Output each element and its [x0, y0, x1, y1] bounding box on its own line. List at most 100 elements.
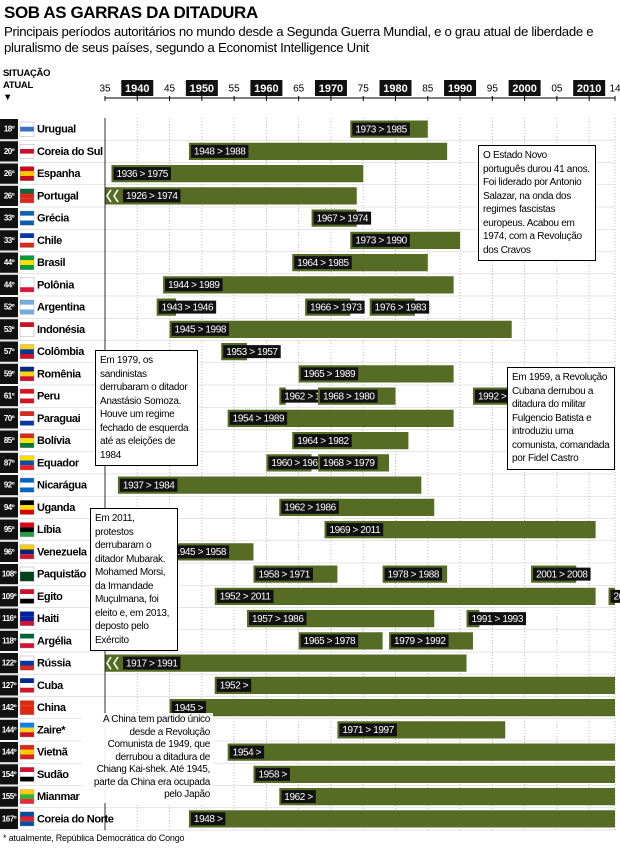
- period-tag-bg: [320, 389, 378, 403]
- country-name: Paquistão: [37, 569, 87, 581]
- flag-stripe: [20, 198, 34, 203]
- rank-label: 53º: [4, 325, 15, 334]
- rank-box: [0, 564, 18, 585]
- flag-stripe: [20, 660, 34, 666]
- period-tag-bg: [268, 456, 326, 470]
- period-tag-bg: [229, 745, 265, 759]
- rank-label: 94º: [4, 503, 15, 512]
- flag-stripe: [20, 277, 34, 283]
- flag-border: [19, 433, 35, 448]
- flag-stripe: [20, 745, 34, 750]
- flag-border: [19, 767, 35, 782]
- period-label: 1962 >: [284, 792, 313, 803]
- flag-stripe: [20, 705, 34, 710]
- period-tag: 1991 > 1993: [468, 612, 527, 626]
- rank-label: 167º: [2, 814, 17, 823]
- period-tag-bg: [190, 812, 226, 826]
- chevron: [106, 189, 112, 203]
- x-tick-label: 85: [422, 84, 434, 95]
- country-name: Portugal: [37, 190, 79, 202]
- flag-stripe: [20, 304, 34, 310]
- flag-border: [19, 210, 35, 226]
- period-tag-bg: [171, 545, 230, 559]
- flag-stripe: [20, 465, 34, 470]
- rank-label: 154º: [2, 770, 17, 779]
- period-tag: 1952 >: [216, 678, 252, 692]
- flag-stripe: [20, 331, 34, 337]
- x-tick-label: 35: [99, 84, 111, 95]
- rank-box: [0, 297, 18, 318]
- period-tag-bg: [300, 367, 359, 381]
- period-tag: 1936 > 1975: [113, 167, 171, 181]
- period-label: 1967 > 1974: [317, 213, 369, 224]
- period-bar: [169, 320, 512, 338]
- period-label: 1945 > 1958: [175, 547, 227, 558]
- period-label: 1936 > 1975: [116, 169, 168, 180]
- rank-label: 33º: [4, 214, 15, 223]
- period-tag-bg: [313, 211, 372, 225]
- flag-stripe: [20, 371, 34, 377]
- period-label: 1943 > 1946: [162, 302, 214, 313]
- rank-label: 118º: [2, 636, 16, 645]
- flag-stripe: [20, 799, 34, 804]
- rank-header: SITUAÇÃO ATUAL ▼: [3, 68, 53, 104]
- flag-stripe: [20, 354, 34, 359]
- country-name: Coreia do Sul: [37, 146, 103, 158]
- footnote: * atualmente, República Democrática do C…: [3, 833, 185, 843]
- flag-stripe: [20, 188, 34, 194]
- period-bar: [163, 276, 454, 294]
- flag-border: [19, 700, 35, 715]
- tick-box: [314, 80, 347, 96]
- flag-stripe: [20, 166, 34, 172]
- period-label: 2013 >: [614, 592, 620, 603]
- period-bar: [279, 788, 615, 806]
- flag-stripe: [20, 589, 34, 594]
- flag-stripe: [20, 500, 34, 505]
- flag-stripe: [20, 576, 34, 582]
- period-tag-bg: [216, 678, 252, 692]
- period-tag: 1976 > 1983: [371, 300, 430, 314]
- country-name: Peru: [37, 391, 60, 403]
- period-tag-bg: [384, 567, 443, 581]
- country-name: Paraguai: [37, 413, 81, 425]
- flag-stripe: [20, 727, 34, 733]
- period-bar: [169, 699, 615, 717]
- period-tag-bg: [300, 634, 359, 648]
- period-label: 1926 > 1974: [126, 191, 178, 202]
- x-tick-label: 1950: [190, 83, 214, 95]
- period-tag-bg: [294, 256, 352, 270]
- period-tag: 1953 > 1957: [223, 345, 281, 359]
- period-tag: 1957 > 1986: [249, 612, 307, 626]
- period-bar: [188, 142, 448, 160]
- period-label: 1968 > 1980: [323, 391, 375, 402]
- period-tag: 1945 > 1958: [171, 545, 230, 559]
- rank-label: 87º: [4, 458, 15, 467]
- rank-box: [0, 697, 18, 718]
- period-label: 1973 > 1985: [355, 124, 407, 135]
- x-tick-label: 75: [358, 84, 370, 95]
- period-tag: 1948 > 1988: [190, 144, 249, 158]
- x-tick-label: 05: [551, 84, 563, 95]
- flag-stripe: [20, 482, 34, 488]
- rank-label: 26º: [4, 191, 15, 200]
- period-bar: [188, 810, 615, 828]
- flag-border: [19, 744, 35, 760]
- flag-stripe: [20, 282, 34, 288]
- flag-border: [19, 811, 35, 827]
- flag-border: [19, 655, 35, 671]
- period-label: 1969 > 2011: [329, 525, 381, 536]
- period-tag-bg: [339, 723, 397, 737]
- period-tag: 1944 > 1989: [165, 278, 223, 292]
- flag-border: [19, 322, 35, 337]
- period-tag-bg: [255, 767, 290, 781]
- period-tag-bg: [281, 500, 339, 514]
- period-tag-bg: [371, 300, 430, 314]
- flag-stripe: [20, 776, 34, 782]
- rank-box: [0, 497, 18, 518]
- period-label: 1917 > 1991: [126, 658, 178, 669]
- rank-label: 109º: [2, 592, 17, 601]
- period-tag-bg: [171, 322, 230, 336]
- period-label: 1937 > 1984: [123, 480, 175, 491]
- flag-stripe: [20, 789, 34, 795]
- period-tag: 1926 > 1974: [123, 189, 181, 203]
